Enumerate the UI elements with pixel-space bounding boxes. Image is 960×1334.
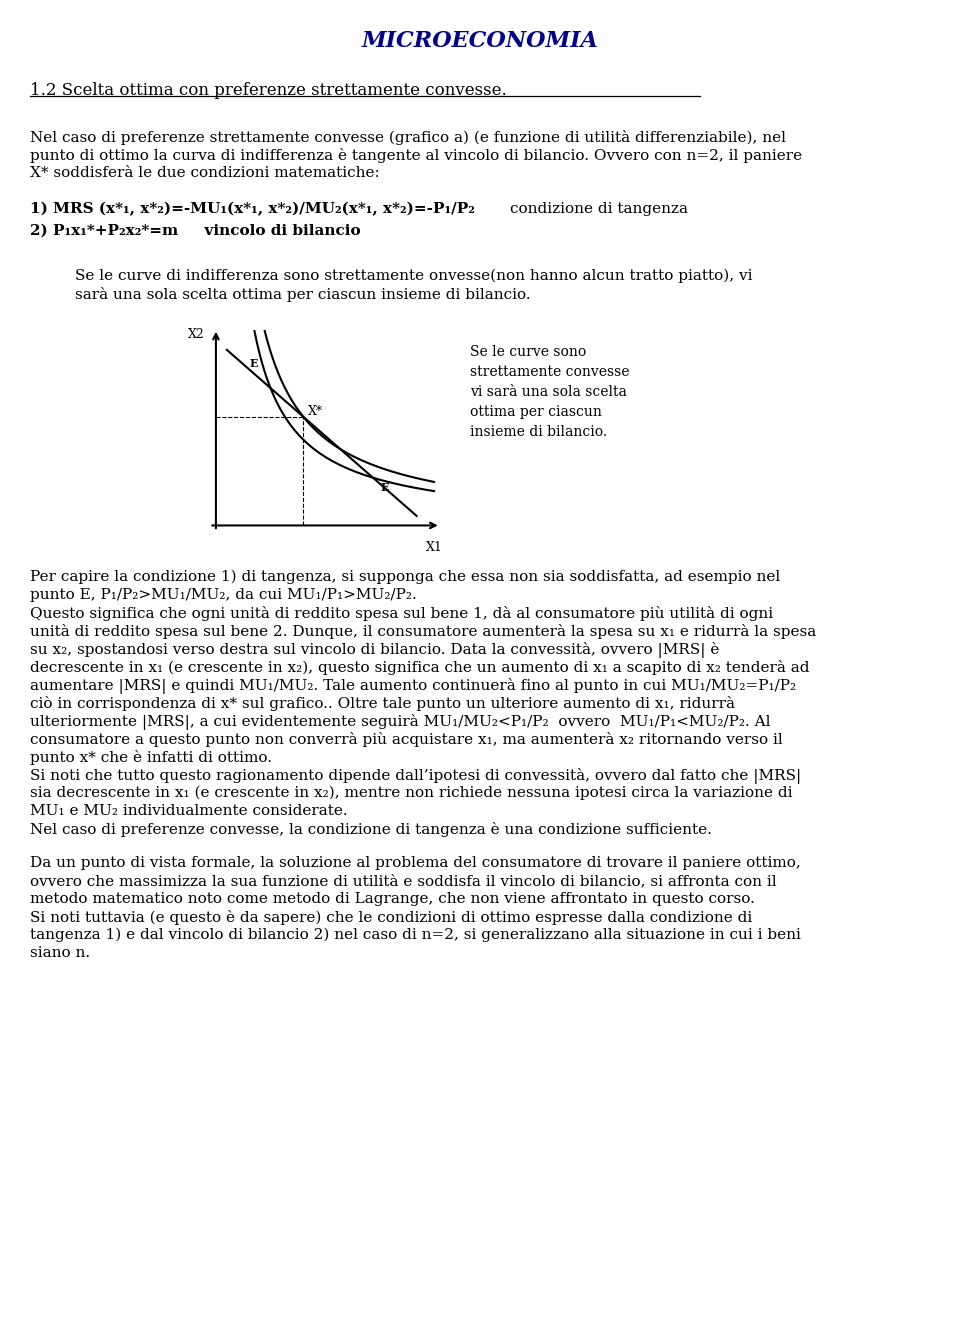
Text: decrescente in x₁ (e crescente in x₂), questo significa che un aumento di x₁ a s: decrescente in x₁ (e crescente in x₂), q… xyxy=(30,660,809,675)
Text: punto x* che è infatti di ottimo.: punto x* che è infatti di ottimo. xyxy=(30,750,272,764)
Text: vi sarà una sola scelta: vi sarà una sola scelta xyxy=(470,386,627,399)
Text: 2) P₁x₁*+P₂x₂*=m     vincolo di bilancio: 2) P₁x₁*+P₂x₂*=m vincolo di bilancio xyxy=(30,224,361,237)
Text: E: E xyxy=(380,482,389,494)
Text: Questo significa che ogni unità di reddito spesa sul bene 1, dà al consumatore p: Questo significa che ogni unità di reddi… xyxy=(30,606,773,622)
Text: ulteriormente |MRS|, a cui evidentemente seguirà MU₁/MU₂<P₁/P₂  ovvero  MU₁/P₁<M: ulteriormente |MRS|, a cui evidentemente… xyxy=(30,714,771,730)
Text: X*: X* xyxy=(307,404,323,418)
Text: ovvero che massimizza la sua funzione di utilità e soddisfa il vincolo di bilanc: ovvero che massimizza la sua funzione di… xyxy=(30,874,777,888)
Text: E: E xyxy=(250,358,258,370)
Text: metodo matematico noto come metodo di Lagrange, che non viene affrontato in ques: metodo matematico noto come metodo di La… xyxy=(30,892,755,906)
Text: Si noti tuttavia (e questo è da sapere) che le condizioni di ottimo espresse dal: Si noti tuttavia (e questo è da sapere) … xyxy=(30,910,753,924)
Text: Nel caso di preferenze convesse, la condizione di tangenza è una condizione suff: Nel caso di preferenze convesse, la cond… xyxy=(30,822,712,836)
Text: ottima per ciascun: ottima per ciascun xyxy=(470,406,602,419)
Text: punto E, P₁/P₂>MU₁/MU₂, da cui MU₁/P₁>MU₂/P₂.: punto E, P₁/P₂>MU₁/MU₂, da cui MU₁/P₁>MU… xyxy=(30,588,417,602)
Text: Nel caso di preferenze strettamente convesse (grafico a) (e funzione di utilità : Nel caso di preferenze strettamente conv… xyxy=(30,129,786,145)
Text: X1: X1 xyxy=(425,540,443,554)
Text: sia decrescente in x₁ (e crescente in x₂), mentre non richiede nessuna ipotesi c: sia decrescente in x₁ (e crescente in x₂… xyxy=(30,786,793,800)
Text: Da un punto di vista formale, la soluzione al problema del consumatore di trovar: Da un punto di vista formale, la soluzio… xyxy=(30,856,801,870)
Text: Se le curve sono: Se le curve sono xyxy=(470,346,587,359)
Text: condizione di tangenza: condizione di tangenza xyxy=(510,201,688,216)
Text: MU₁ e MU₂ individualmente considerate.: MU₁ e MU₂ individualmente considerate. xyxy=(30,804,348,818)
Text: 1.2 Scelta ottima con preferenze strettamente convesse.: 1.2 Scelta ottima con preferenze stretta… xyxy=(30,81,507,99)
Text: unità di reddito spesa sul bene 2. Dunque, il consumatore aumenterà la spesa su : unità di reddito spesa sul bene 2. Dunqu… xyxy=(30,624,816,639)
Text: X* soddisferà le due condizioni matematiche:: X* soddisferà le due condizioni matemati… xyxy=(30,165,380,180)
Text: su x₂, spostandosi verso destra sul vincolo di bilancio. Data la convessità, ovv: su x₂, spostandosi verso destra sul vinc… xyxy=(30,642,719,658)
Text: sarà una sola scelta ottima per ciascun insieme di bilancio.: sarà una sola scelta ottima per ciascun … xyxy=(75,287,531,301)
Text: tangenza 1) e dal vincolo di bilancio 2) nel caso di n=2, si generalizzano alla : tangenza 1) e dal vincolo di bilancio 2)… xyxy=(30,928,801,942)
Text: 1) MRS (x*₁, x*₂)=-MU₁(x*₁, x*₂)/MU₂(x*₁, x*₂)=-P₁/P₂: 1) MRS (x*₁, x*₂)=-MU₁(x*₁, x*₂)/MU₂(x*₁… xyxy=(30,201,475,216)
Text: insieme di bilancio.: insieme di bilancio. xyxy=(470,426,607,439)
Text: consumatore a questo punto non converrà più acquistare x₁, ma aumenterà x₂ ritor: consumatore a questo punto non converrà … xyxy=(30,732,782,747)
Text: punto di ottimo la curva di indifferenza è tangente al vincolo di bilancio. Ovve: punto di ottimo la curva di indifferenza… xyxy=(30,148,803,163)
Text: X2: X2 xyxy=(188,328,205,342)
Text: ciò in corrispondenza di x* sul grafico.. Oltre tale punto un ulteriore aumento : ciò in corrispondenza di x* sul grafico.… xyxy=(30,696,735,711)
Text: Se le curve di indifferenza sono strettamente onvesse(non hanno alcun tratto pia: Se le curve di indifferenza sono stretta… xyxy=(75,269,753,283)
Text: Per capire la condizione 1) di tangenza, si supponga che essa non sia soddisfatt: Per capire la condizione 1) di tangenza,… xyxy=(30,570,780,584)
Text: strettamente convesse: strettamente convesse xyxy=(470,366,630,379)
Text: Si noti che tutto questo ragionamento dipende dall’ipotesi di convessità, ovvero: Si noti che tutto questo ragionamento di… xyxy=(30,768,802,784)
Text: aumentare |MRS| e quindi MU₁/MU₂. Tale aumento continuerà fino al punto in cui M: aumentare |MRS| e quindi MU₁/MU₂. Tale a… xyxy=(30,678,796,694)
Text: MICROECONOMIA: MICROECONOMIA xyxy=(362,29,598,52)
Text: siano n.: siano n. xyxy=(30,946,90,960)
